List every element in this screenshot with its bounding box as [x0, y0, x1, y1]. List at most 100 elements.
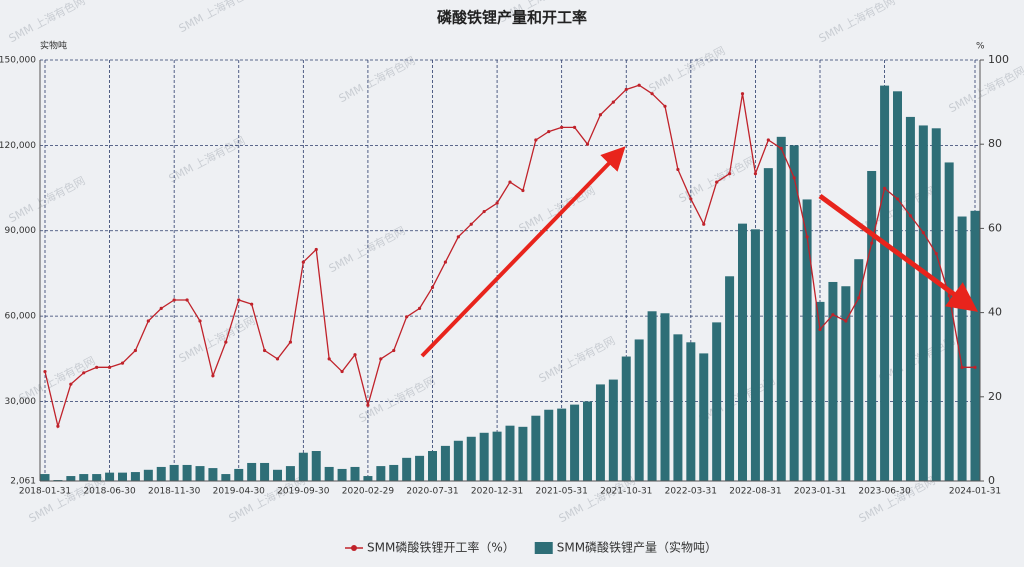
annotation-arrows: [420, 146, 979, 358]
line-point: [95, 365, 99, 369]
legend-label: SMM磷酸铁锂产量（实物吨）: [557, 540, 717, 555]
bar: [634, 339, 644, 481]
x-tick-label: 2019-09-30: [277, 487, 330, 497]
bar: [931, 128, 941, 482]
line-point: [844, 319, 848, 323]
bar: [66, 476, 76, 481]
bar: [750, 229, 760, 481]
bar: [763, 168, 773, 481]
bar: [608, 379, 618, 481]
bar: [415, 455, 425, 481]
bar: [247, 462, 257, 481]
x-tick-label: 2019-04-30: [213, 487, 266, 497]
bar: [673, 334, 683, 481]
line-point: [366, 403, 370, 407]
bar: [324, 466, 334, 481]
line-point: [327, 357, 331, 361]
y-tick-label: 120,000: [0, 141, 36, 151]
bar: [492, 431, 502, 481]
bar: [402, 457, 412, 481]
line-point: [443, 260, 448, 264]
line-point: [82, 371, 86, 375]
bar: [234, 468, 244, 481]
bar: [776, 136, 786, 481]
line-point: [430, 285, 435, 289]
line-point: [521, 188, 525, 193]
y2-tick-label: 80: [988, 137, 1002, 150]
bar: [285, 466, 295, 481]
line-point: [237, 298, 241, 302]
watermark: SMM 上海有色网: [356, 373, 437, 425]
line-point: [585, 142, 590, 146]
line-point: [676, 167, 680, 172]
bar: [428, 451, 437, 481]
bar: [195, 466, 205, 481]
x-tick-label: 2024-01-31: [949, 487, 1001, 497]
line-point: [508, 180, 512, 184]
bar: [880, 85, 890, 481]
grid: [40, 59, 980, 482]
bar: [350, 466, 360, 481]
bar: [505, 425, 515, 481]
x-tick-label: 2021-05-31: [536, 487, 588, 497]
line-point: [146, 319, 150, 323]
line-point: [973, 365, 977, 369]
watermark: SMM 上海有色网: [646, 43, 727, 95]
line-point: [456, 235, 460, 239]
line-point: [301, 260, 305, 264]
line-point: [379, 357, 383, 361]
line-point: [882, 186, 887, 191]
line-point: [198, 319, 202, 323]
line-point: [547, 129, 551, 134]
bar: [453, 440, 463, 481]
bar: [544, 409, 554, 481]
bar: [440, 445, 450, 481]
line-point: [572, 125, 577, 129]
bar: [712, 322, 722, 481]
line-point: [560, 125, 564, 129]
bar: [389, 464, 399, 481]
line-point: [211, 374, 215, 378]
bar: [867, 170, 877, 482]
line-point: [288, 340, 293, 344]
line-point: [224, 340, 228, 344]
bar: [647, 311, 657, 481]
bar: [376, 466, 386, 481]
line-point: [482, 209, 486, 214]
bar: [970, 210, 980, 481]
bar: [118, 472, 127, 481]
arrow: [818, 193, 979, 312]
line-point: [650, 92, 654, 96]
y2-axis-unit: %: [976, 42, 985, 52]
line-point: [637, 83, 641, 87]
watermark: SMM 上海有色网: [176, 0, 257, 35]
bar: [311, 451, 321, 481]
line-point: [624, 87, 628, 92]
line-series: [43, 83, 977, 429]
line-point: [663, 104, 667, 108]
bar: [518, 426, 528, 481]
line-point: [715, 180, 719, 184]
bar: [130, 472, 140, 481]
watermark: SMM 上海有色网: [946, 63, 1024, 115]
bar: [893, 91, 902, 482]
watermark: SMM 上海有色网: [816, 0, 897, 45]
bar: [699, 353, 709, 481]
bar: [79, 474, 89, 481]
bar: [686, 342, 696, 481]
line-point: [534, 138, 538, 142]
line-point: [392, 348, 396, 353]
bars: [40, 85, 980, 482]
line-point: [870, 241, 874, 245]
watermark: SMM 上海有色网: [676, 153, 757, 205]
chart-title: 磷酸铁锂产量和开工率: [437, 9, 587, 27]
line-point: [469, 222, 473, 226]
watermark: SMM 上海有色网: [6, 173, 87, 225]
bar: [841, 286, 851, 481]
bar: [156, 466, 166, 481]
line-point: [417, 306, 422, 310]
watermark: SMM 上海有色网: [176, 313, 257, 365]
y-tick-label: 30,000: [5, 397, 37, 407]
x-tick-label: 2020-12-31: [471, 487, 523, 497]
line-point: [689, 197, 693, 201]
